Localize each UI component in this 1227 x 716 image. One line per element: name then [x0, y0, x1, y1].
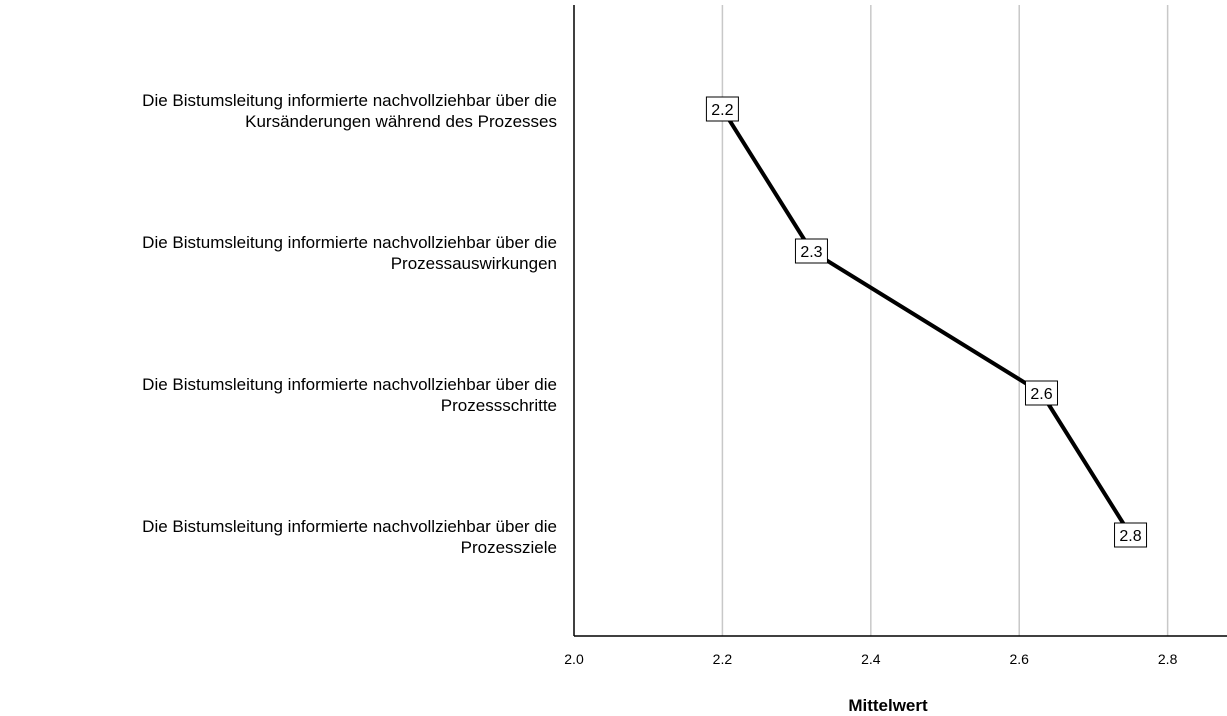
- data-label-box: [1114, 522, 1148, 548]
- x-tick-labels: 2.0 2.2 2.4 2.6 2.8: [564, 651, 1177, 667]
- category-label: Die Bistumsleitung informierte nachvollz…: [142, 517, 557, 557]
- axes: [573, 5, 1227, 637]
- category-label: Die Bistumsleitung informierte nachvollz…: [142, 375, 557, 415]
- data-label: 2.8: [1119, 528, 1141, 545]
- x-tick-label: 2.8: [1158, 651, 1178, 667]
- category-label: Die Bistumsleitung informierte nachvollz…: [142, 91, 557, 131]
- data-label: 2.3: [800, 244, 822, 261]
- x-axis-title: Mittelwert: [848, 696, 928, 715]
- x-tick-label: 2.4: [861, 651, 881, 667]
- x-tick-label: 2.2: [713, 651, 733, 667]
- category-label: Die Bistumsleitung informierte nachvollz…: [142, 233, 557, 273]
- category-labels: Die Bistumsleitung informierte nachvollz…: [142, 91, 557, 557]
- series-line-group: [720, 107, 1133, 537]
- data-label: 2.2: [711, 102, 733, 119]
- series-line: [720, 107, 1133, 537]
- x-tick-label: 2.0: [564, 651, 584, 667]
- data-label: 2.6: [1030, 386, 1052, 403]
- gridlines: [721, 5, 1169, 636]
- x-tick-label: 2.6: [1009, 651, 1029, 667]
- data-label-box: [1024, 380, 1058, 406]
- data-label-box: [705, 96, 739, 122]
- data-label-box: [794, 238, 828, 264]
- data-labels: 2.2 2.3 2.6 2.8: [705, 96, 1148, 548]
